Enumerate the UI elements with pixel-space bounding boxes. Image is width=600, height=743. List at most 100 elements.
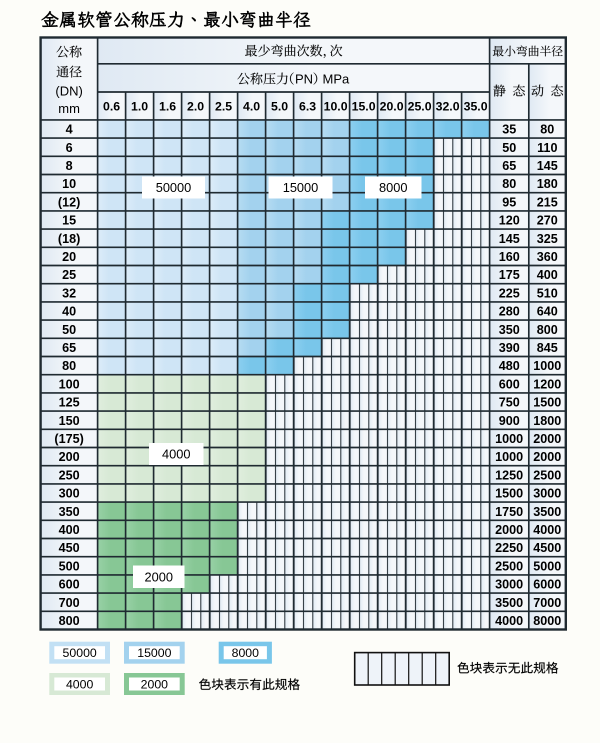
svg-text:65: 65	[502, 159, 516, 173]
svg-text:50: 50	[502, 141, 516, 155]
svg-text:390: 390	[499, 341, 520, 355]
svg-text:300: 300	[59, 487, 80, 501]
svg-text:2.0: 2.0	[187, 100, 204, 114]
svg-text:3000: 3000	[495, 578, 523, 592]
svg-text:1000: 1000	[495, 432, 523, 446]
svg-text:1250: 1250	[495, 468, 523, 482]
svg-text:32: 32	[62, 286, 76, 300]
svg-text:750: 750	[499, 396, 520, 410]
svg-text:2.5: 2.5	[215, 100, 232, 114]
svg-text:15: 15	[62, 214, 76, 228]
svg-text:1500: 1500	[495, 487, 523, 501]
svg-text:65: 65	[62, 341, 76, 355]
svg-text:2000: 2000	[495, 523, 523, 537]
svg-text:(DN): (DN)	[55, 84, 82, 99]
svg-text:110: 110	[537, 141, 557, 155]
svg-text:80: 80	[540, 123, 554, 137]
svg-text:400: 400	[59, 523, 80, 537]
svg-text:4: 4	[66, 123, 73, 137]
svg-text:15.0: 15.0	[352, 100, 376, 114]
svg-text:150: 150	[59, 414, 80, 428]
svg-text:4000: 4000	[533, 523, 561, 537]
svg-text:900: 900	[499, 414, 520, 428]
svg-text:500: 500	[59, 559, 80, 573]
svg-text:200: 200	[59, 450, 80, 464]
svg-text:2000: 2000	[141, 677, 169, 691]
svg-text:7000: 7000	[533, 596, 561, 610]
svg-text:325: 325	[537, 232, 558, 246]
svg-text:360: 360	[537, 250, 558, 264]
svg-text:400: 400	[537, 268, 558, 282]
svg-text:1000: 1000	[533, 359, 561, 373]
svg-text:160: 160	[499, 250, 520, 264]
svg-text:(12): (12)	[58, 195, 80, 209]
svg-text:8000: 8000	[379, 180, 407, 195]
svg-text:4000: 4000	[495, 614, 523, 628]
svg-text:25: 25	[62, 268, 76, 282]
svg-text:15000: 15000	[137, 646, 171, 660]
svg-text:270: 270	[537, 214, 558, 228]
svg-text:450: 450	[59, 541, 80, 555]
svg-text:PN: PN	[295, 72, 313, 87]
svg-text:2500: 2500	[495, 559, 523, 573]
svg-text:6: 6	[66, 141, 73, 155]
svg-text:10.0: 10.0	[324, 100, 348, 114]
svg-text:350: 350	[59, 505, 80, 519]
svg-text:600: 600	[59, 578, 80, 592]
svg-text:215: 215	[537, 195, 558, 209]
svg-text:4.0: 4.0	[243, 100, 260, 114]
svg-text:0.6: 0.6	[103, 100, 120, 114]
svg-text:800: 800	[59, 614, 80, 628]
svg-text:145: 145	[499, 232, 520, 246]
svg-text:2000: 2000	[145, 569, 173, 584]
svg-text:800: 800	[537, 323, 558, 337]
svg-text:25.0: 25.0	[408, 100, 432, 114]
svg-text:(18): (18)	[58, 232, 80, 246]
svg-text:80: 80	[62, 359, 76, 373]
svg-text:50: 50	[62, 323, 76, 337]
svg-text:40: 40	[62, 305, 76, 319]
svg-text:480: 480	[499, 359, 520, 373]
svg-text:20: 20	[62, 250, 76, 264]
svg-text:10: 10	[62, 177, 76, 191]
svg-text:2250: 2250	[495, 541, 523, 555]
svg-text:mm: mm	[58, 101, 80, 116]
svg-text:2500: 2500	[533, 468, 561, 482]
svg-text:225: 225	[499, 286, 520, 300]
svg-text:(175): (175)	[54, 432, 83, 446]
svg-text:700: 700	[59, 596, 80, 610]
svg-text:35.0: 35.0	[464, 100, 488, 114]
svg-text:640: 640	[537, 305, 558, 319]
svg-text:250: 250	[59, 468, 80, 482]
svg-text:4500: 4500	[533, 541, 561, 555]
svg-text:180: 180	[537, 177, 558, 191]
svg-text:1.0: 1.0	[131, 100, 148, 114]
svg-text:510: 510	[537, 286, 558, 300]
svg-text:175: 175	[499, 268, 520, 282]
svg-text:125: 125	[59, 396, 80, 410]
svg-text:1200: 1200	[533, 377, 561, 391]
svg-text:280: 280	[499, 305, 520, 319]
svg-text:8: 8	[66, 159, 73, 173]
svg-text:145: 145	[537, 159, 558, 173]
svg-text:6000: 6000	[533, 578, 561, 592]
svg-text:80: 80	[502, 177, 516, 191]
svg-text:3500: 3500	[495, 596, 523, 610]
svg-text:MPa: MPa	[323, 72, 351, 87]
svg-text:120: 120	[499, 214, 520, 228]
svg-text:1000: 1000	[495, 450, 523, 464]
svg-text:15000: 15000	[283, 180, 319, 195]
svg-text:95: 95	[502, 195, 516, 209]
svg-text:3500: 3500	[533, 505, 561, 519]
svg-text:3000: 3000	[533, 487, 561, 501]
svg-text:1800: 1800	[533, 414, 561, 428]
svg-text:600: 600	[499, 377, 520, 391]
svg-text:35: 35	[502, 123, 516, 137]
svg-text:20.0: 20.0	[380, 100, 404, 114]
svg-text:2000: 2000	[533, 450, 561, 464]
svg-text:100: 100	[59, 377, 80, 391]
svg-text:6.3: 6.3	[299, 100, 316, 114]
svg-text:8000: 8000	[533, 614, 561, 628]
svg-text:845: 845	[537, 341, 558, 355]
svg-text:50000: 50000	[156, 180, 192, 195]
